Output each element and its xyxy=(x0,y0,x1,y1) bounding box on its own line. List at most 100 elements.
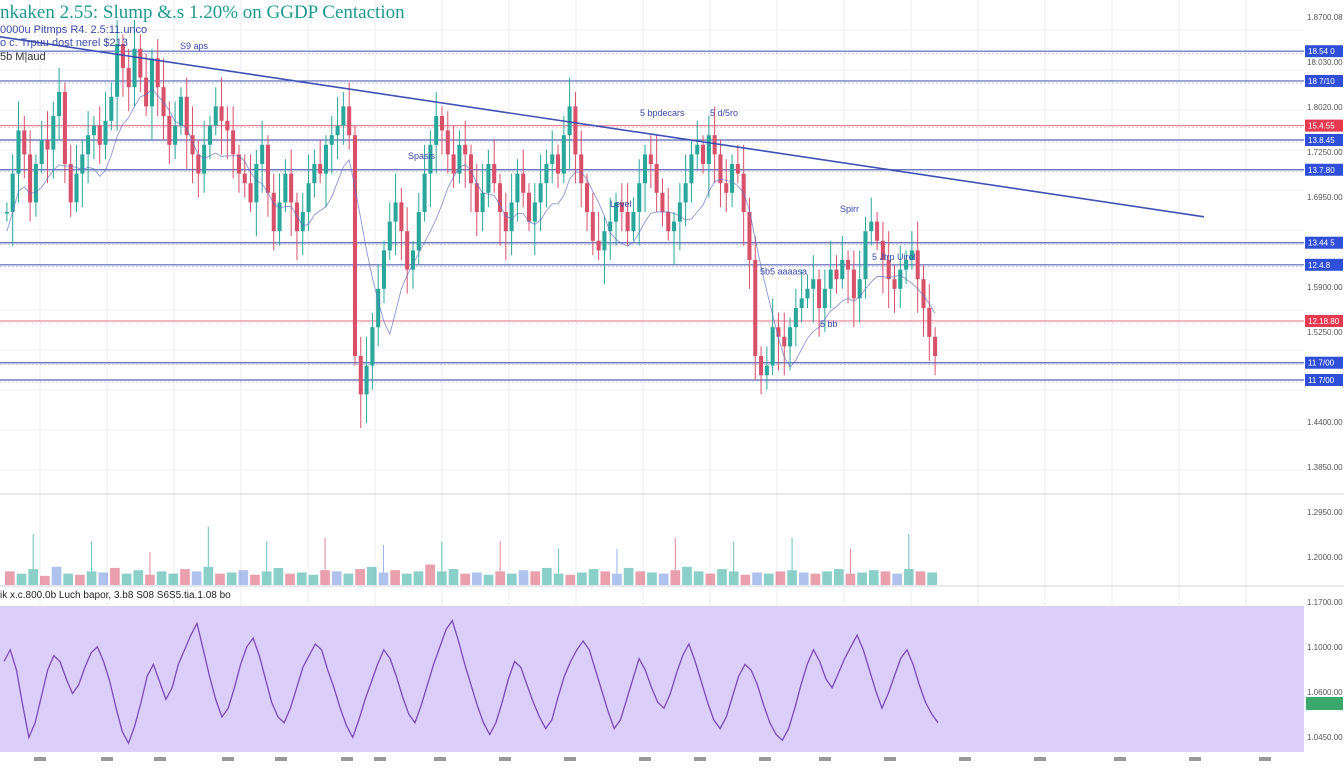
candle-body xyxy=(497,183,503,212)
price-axis-label: 1.5250.00 xyxy=(1307,328,1343,337)
candle-body xyxy=(393,202,398,222)
time-axis-tick xyxy=(1114,757,1126,761)
volume-bar xyxy=(75,574,85,585)
volume-bar xyxy=(553,573,564,585)
time-axis-tick xyxy=(222,757,234,761)
volume-bar xyxy=(775,571,786,585)
volume-bar xyxy=(763,573,774,585)
time-axis-tick xyxy=(499,757,511,761)
volume-bar xyxy=(728,571,739,585)
candle-body xyxy=(503,212,508,232)
candle-body xyxy=(590,212,595,241)
volume-bar xyxy=(693,571,704,585)
volume-bar xyxy=(250,574,260,585)
price-tag xyxy=(1305,74,1343,87)
oscillator-background xyxy=(0,606,1304,752)
chart-annotation: Spasis xyxy=(408,151,436,161)
trendline xyxy=(0,36,1205,218)
candle-body xyxy=(555,154,561,174)
candle-body xyxy=(149,58,154,107)
candle-body xyxy=(387,221,392,251)
candle-body xyxy=(898,269,903,289)
candle-body xyxy=(341,106,346,126)
time-axis-tick xyxy=(959,757,971,761)
candle-body xyxy=(74,173,79,203)
candle-body xyxy=(463,144,468,155)
candle-body xyxy=(248,183,253,203)
candle-body xyxy=(300,212,305,232)
candle-body xyxy=(358,356,363,395)
candle-body xyxy=(596,240,601,251)
candle-body xyxy=(207,125,212,145)
volume-bar xyxy=(98,572,109,585)
candle-body xyxy=(706,135,711,164)
time-axis-tick xyxy=(694,757,706,761)
volume-bar xyxy=(787,570,797,585)
time-axis-tick xyxy=(34,757,46,761)
candle-body xyxy=(28,154,33,203)
candle-body xyxy=(788,327,793,347)
volume-bar xyxy=(355,569,365,585)
candle-body xyxy=(434,116,439,145)
candle-body xyxy=(62,92,67,164)
candle-body xyxy=(492,164,497,184)
volume-bar xyxy=(285,573,295,585)
candle-body xyxy=(701,144,706,164)
time-axis-tick xyxy=(884,757,896,761)
volume-bar xyxy=(145,574,155,585)
candle-body xyxy=(352,135,358,356)
candle-body xyxy=(880,240,885,260)
candle-body xyxy=(155,58,160,88)
price-tag xyxy=(1305,374,1343,386)
candle-body xyxy=(579,154,584,184)
candle-body xyxy=(840,260,845,280)
candle-body xyxy=(335,125,340,136)
price-axis-label: 1.4400.00 xyxy=(1307,418,1343,427)
price-tag xyxy=(1305,314,1343,327)
chart-title: nkaken 2.55: Slump &.s 1.20% on GGDP Cen… xyxy=(0,2,405,23)
candle-body xyxy=(602,231,607,251)
candle-body xyxy=(677,202,682,222)
volume-bar xyxy=(401,573,412,585)
volume-bar xyxy=(880,571,891,585)
chart-annotation: 5 bpdecars xyxy=(640,108,685,118)
candle-body xyxy=(648,154,653,164)
candle-body xyxy=(915,250,920,280)
candle-body xyxy=(306,183,311,212)
price-axis-label: 1.5900.00 xyxy=(1307,283,1343,292)
candle-body xyxy=(724,183,729,193)
candle-body xyxy=(759,356,764,376)
candle-body xyxy=(793,308,798,328)
candle-body xyxy=(468,154,474,184)
candle-body xyxy=(260,144,265,164)
time-axis-tick xyxy=(1259,757,1271,761)
candle-body xyxy=(712,135,717,155)
price-tag-label: 11 7/00 xyxy=(1308,359,1335,368)
candle-body xyxy=(277,202,282,232)
candle-body xyxy=(422,173,427,212)
price-tag-label: 13.44 5 xyxy=(1308,239,1335,248)
volume-bar xyxy=(892,573,902,585)
price-tag xyxy=(1305,45,1343,58)
candle-body xyxy=(474,183,479,212)
volume-bar xyxy=(798,572,809,585)
volume-bar xyxy=(436,571,447,585)
candle-body xyxy=(730,164,735,193)
price-axis-label: 1.3850.00 xyxy=(1307,463,1343,472)
candle-body xyxy=(416,212,421,251)
volume-bar xyxy=(366,566,377,585)
candle-body xyxy=(695,144,700,155)
candle-body xyxy=(323,144,328,174)
volume-bar xyxy=(857,572,867,585)
candle-body xyxy=(109,96,114,121)
candle-body xyxy=(161,87,166,116)
candle-body xyxy=(39,140,44,164)
candle-body xyxy=(196,154,201,174)
volume-bar xyxy=(903,569,914,585)
candle-body xyxy=(654,164,659,193)
volume-bar xyxy=(868,570,879,585)
candle-body xyxy=(828,269,833,289)
candle-body xyxy=(857,279,862,299)
candle-body xyxy=(834,269,839,280)
